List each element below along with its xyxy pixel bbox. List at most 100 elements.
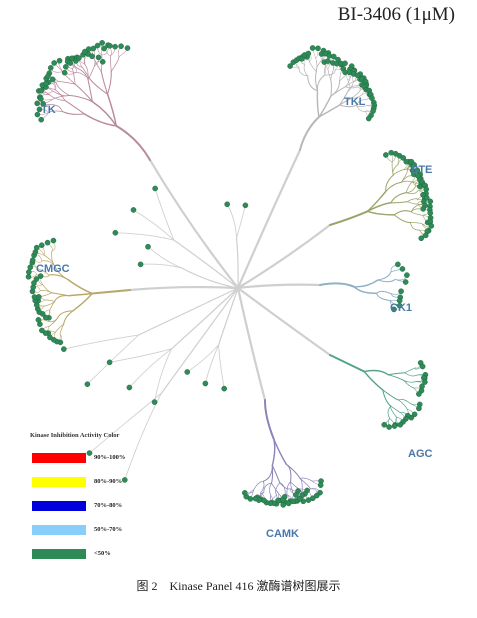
kinase-node	[224, 201, 230, 208]
tree-branch	[218, 344, 225, 390]
kinase-node	[305, 50, 312, 57]
group-label-agc: AGC	[408, 448, 433, 460]
kinase-node	[287, 63, 293, 69]
tree-branch	[128, 348, 173, 388]
kinase-node	[411, 162, 417, 168]
kinase-node	[47, 65, 54, 71]
tree-branch	[363, 370, 384, 391]
tree-branch	[271, 464, 281, 484]
tree-branch	[124, 392, 162, 481]
kinase-node	[342, 60, 348, 67]
tree-branch	[390, 201, 408, 204]
tree-branch	[263, 399, 275, 441]
tree-branch	[393, 210, 412, 216]
tree-branch	[180, 267, 239, 289]
tree-branch	[128, 285, 240, 292]
tree-branch	[47, 104, 63, 112]
tree-branch	[235, 237, 239, 289]
tree-branch	[316, 74, 326, 92]
tree-branch	[173, 239, 239, 289]
kinase-node	[37, 273, 44, 279]
tree-branch	[236, 204, 246, 239]
tree-branch	[59, 324, 64, 336]
kinase-node	[40, 100, 46, 107]
kinase-node	[309, 45, 316, 51]
kinase-node	[152, 185, 158, 192]
legend-item: 80%-90%	[30, 477, 170, 501]
tree-branch	[204, 344, 220, 384]
group-label-tkl: TKL	[344, 96, 366, 108]
kinase-node	[242, 490, 248, 496]
tree-branch	[154, 188, 175, 241]
figure-title: BI-3406 (1μM)	[337, 4, 455, 25]
group-label-tk: TK	[41, 104, 56, 116]
kinase-node	[420, 206, 427, 212]
tree-branch	[43, 301, 55, 307]
tree-branch	[382, 389, 392, 407]
tree-branch	[406, 198, 418, 203]
tree-branch	[91, 101, 117, 127]
tree-branch	[218, 287, 239, 346]
kinase-node	[296, 496, 303, 502]
kinase-node	[428, 223, 435, 229]
kinase-node	[383, 152, 389, 158]
kinase-node	[36, 106, 43, 113]
legend-label: 50%-70%	[94, 526, 123, 533]
kinase-node	[427, 198, 434, 205]
tree-branch	[366, 190, 387, 213]
kinase-node	[50, 237, 57, 244]
legend-label: <50%	[94, 550, 111, 557]
legend-swatch	[32, 477, 86, 487]
tree-branch	[110, 55, 112, 72]
tree-branch	[345, 86, 358, 89]
tree-branch	[114, 232, 175, 241]
kinase-node	[261, 497, 267, 504]
tree-branch	[410, 203, 422, 213]
kinase-node	[29, 257, 36, 263]
group-label-cmgc: CMGC	[36, 263, 70, 275]
kinase-node	[33, 244, 40, 251]
tree-branch	[387, 372, 406, 376]
legend-item: 50%-70%	[30, 525, 170, 549]
kinase-node	[411, 411, 418, 418]
kinase-node	[184, 369, 191, 375]
kinase-node	[252, 495, 259, 502]
tree-branch	[410, 222, 420, 231]
tree-branch	[363, 369, 389, 376]
tree-branch	[49, 94, 66, 101]
tree-branch	[393, 214, 411, 223]
tree-branch	[137, 287, 239, 336]
tree-branch	[345, 75, 351, 88]
tree-branch	[377, 278, 396, 283]
legend-swatch	[32, 525, 86, 535]
legend-label: 80%-90%	[94, 478, 123, 485]
kinase-node	[391, 423, 398, 429]
tree-branch	[352, 90, 361, 98]
kinase-node	[305, 497, 312, 503]
kinase-node	[381, 421, 388, 428]
kinase-node	[221, 385, 228, 392]
kinase-node	[330, 53, 337, 60]
tree-branch	[47, 110, 63, 114]
kinase-node	[275, 497, 281, 504]
kinase-node	[31, 294, 38, 300]
kinase-node	[101, 45, 107, 52]
legend-swatch	[32, 549, 86, 559]
kinase-node	[33, 276, 40, 282]
tree-branch	[385, 174, 394, 192]
tree-branch	[299, 116, 320, 151]
group-label-ste: STE	[411, 164, 433, 176]
kinase-node	[89, 53, 95, 60]
tree-branch	[400, 170, 408, 183]
kinase-node	[43, 80, 49, 87]
kinase-node	[280, 502, 287, 508]
kinase-node	[38, 116, 44, 123]
tree-branch	[330, 79, 332, 97]
tree-branch	[53, 295, 69, 303]
tree-branch	[329, 354, 366, 373]
tree-branch	[236, 286, 332, 357]
kinase-node	[354, 72, 361, 79]
tree-branch	[290, 481, 294, 494]
tree-branch	[405, 190, 419, 195]
